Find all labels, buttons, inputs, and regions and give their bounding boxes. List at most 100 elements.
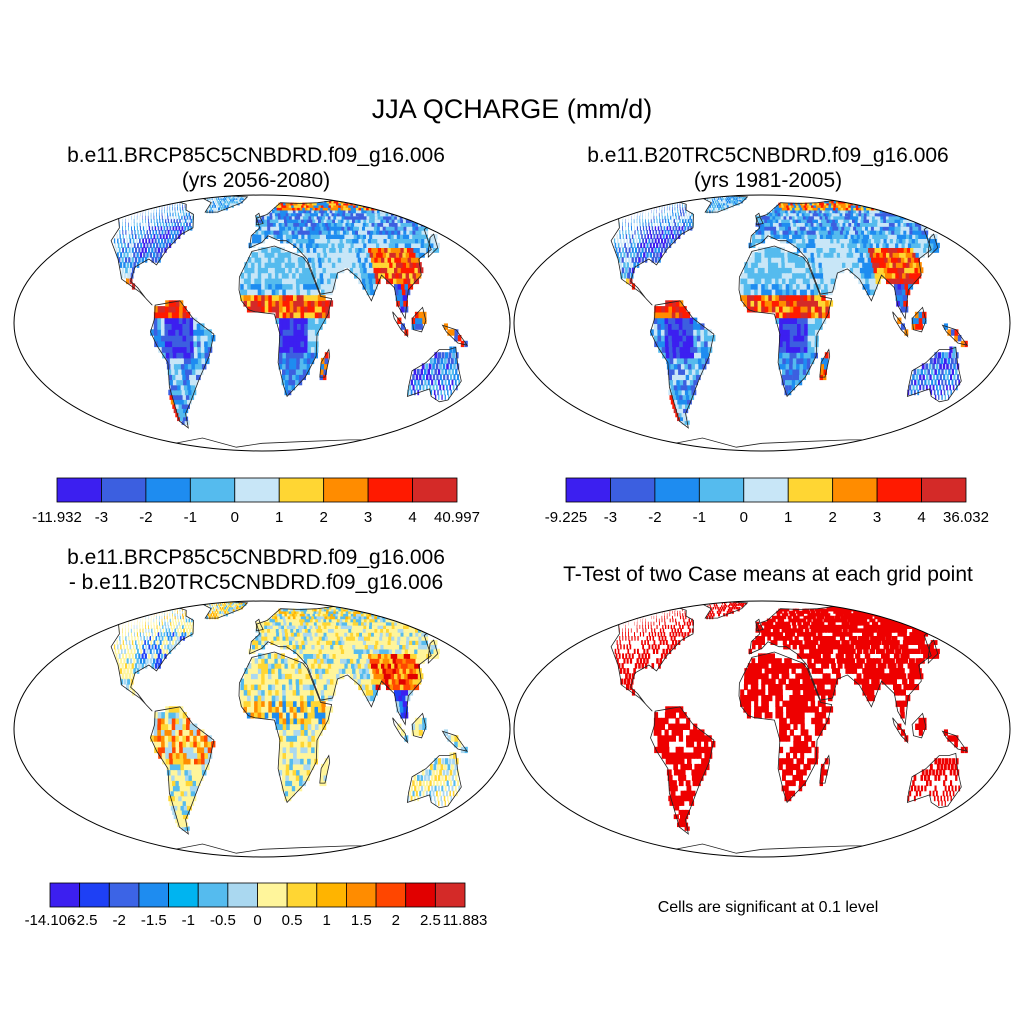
colorbar-1: -11.932 -3 -2 -1 0 1 2 3 4 40.997 [32, 477, 480, 526]
colorbar-tick-label: -2 [139, 509, 152, 526]
coast-eurasia [748, 197, 944, 320]
colorbar-tick-label: -14.106 [25, 912, 76, 929]
coast-new-zealand [456, 393, 482, 416]
coast-new-guinea [941, 324, 969, 346]
colorbar-swatch [346, 882, 377, 908]
coast-borneo [411, 306, 427, 333]
coast-south-america [150, 300, 215, 429]
colorbar-swatch [316, 882, 347, 908]
panel-title-case2-line1: b.e11.B20TRC5CNBDRD.f09_g16.006 [587, 144, 949, 167]
colorbar-swatch [234, 477, 280, 503]
coast-eurasia [248, 603, 444, 726]
coast-madagascar [319, 348, 331, 378]
coast-sumatra [392, 311, 409, 338]
coast-borneo [411, 712, 427, 739]
panel-title-case1: b.e11.BRCP85C5CNBDRD.f09_g16.006 (yrs 20… [0, 143, 512, 193]
coast-africa [738, 651, 833, 804]
significance-note: Cells are significant at 0.1 level [657, 899, 879, 916]
colorbar-swatch [367, 477, 413, 503]
colorbar-tick-label: 2.5 [420, 912, 441, 929]
colorbar-tick-label: 3 [873, 509, 881, 526]
colorbar-tick-label: -1 [182, 912, 195, 929]
panel-title-case1-line1: b.e11.BRCP85C5CNBDRD.f09_g16.006 [67, 144, 445, 167]
colorbar-tick-label: -1 [184, 509, 197, 526]
coast-japan [427, 233, 439, 259]
colorbar-tick-label: 40.997 [434, 509, 480, 526]
coast-sumatra [892, 717, 909, 744]
colorbar-swatch [189, 477, 236, 503]
colorbar-swatch [832, 477, 878, 503]
colorbar-3: -14.106-2.5 -2 -1.5 -1 -0.5 0 0.5 1 1.5 2 2.5 11.88… [25, 882, 488, 929]
colorbar-tick-label: 0 [740, 509, 748, 526]
colorbar-tick-label: 0 [253, 912, 261, 929]
colorbar-swatch [434, 882, 466, 908]
map-border-1 [13, 194, 511, 452]
colorbar-tick-label: 2 [829, 509, 837, 526]
coast-australia [906, 346, 962, 403]
colorbar-tick-label: 4 [917, 509, 925, 526]
coast-antarctica [99, 437, 420, 451]
coast-uk [255, 212, 264, 226]
colorbar-swatch [197, 882, 229, 908]
colorbar-swatch [787, 477, 834, 503]
coast-north-america [593, 606, 694, 712]
panel-title-case1-line2: (yrs 2056-2080) [181, 169, 331, 192]
coast-africa [738, 245, 833, 398]
figure-title: JJA QCHARGE (mm/d) [371, 94, 653, 124]
coast-new-guinea [441, 324, 469, 346]
coast-uk [755, 618, 764, 632]
colorbar-tick-label: -3 [604, 509, 617, 526]
map-panel-3 [13, 600, 511, 858]
colorbar-swatch [286, 882, 318, 908]
colorbar-swatch [227, 882, 258, 908]
colorbar-swatch [698, 477, 745, 503]
colorbar-tick-label: -1 [693, 509, 706, 526]
coast-new-guinea [941, 730, 969, 752]
colorbar-swatch [654, 477, 700, 503]
map-panel-2 [513, 194, 1011, 452]
colorbar-swatch [101, 477, 147, 503]
coast-antarctica [599, 437, 920, 451]
map-border-2 [513, 194, 1011, 452]
coast-australia [406, 346, 462, 403]
coast-madagascar [819, 348, 831, 378]
coast-madagascar [819, 754, 831, 784]
colorbar-tick-label: -2 [648, 509, 661, 526]
colorbar-tick-label: 11.883 [443, 912, 488, 929]
colorbar-tick-label: 0 [231, 509, 239, 526]
coast-north-america [93, 606, 194, 712]
coast-new-zealand [956, 393, 982, 416]
colorbar-swatch [108, 882, 140, 908]
colorbar-swatch [49, 882, 81, 908]
coast-madagascar [319, 754, 331, 784]
colorbar-swatch [145, 477, 191, 503]
coast-south-america [650, 300, 715, 429]
colorbar-swatch [921, 477, 967, 503]
colorbar-tick-label: 36.032 [943, 509, 989, 526]
coast-new-zealand [456, 799, 482, 822]
colorbar-2: -9.225 -3 -2 -1 0 1 2 3 4 36.032 [545, 477, 989, 526]
panel-title-ttest: T-Test of two Case means at each grid po… [512, 562, 1024, 587]
colorbar-tick-label: 1.5 [351, 912, 372, 929]
coast-australia [406, 752, 462, 809]
coast-borneo [911, 712, 927, 739]
colorbar-swatch [565, 477, 611, 503]
coast-sumatra [392, 717, 409, 744]
colorbar-swatch [138, 882, 169, 908]
coast-eurasia [748, 603, 944, 726]
coast-japan [427, 639, 439, 665]
coast-africa [238, 651, 333, 804]
colorbar-tick-label: -3 [95, 509, 108, 526]
colorbar-swatch [257, 882, 288, 908]
map-panel-4 [513, 600, 1011, 858]
map-grid-cells-3 [113, 602, 482, 831]
coast-south-america [150, 706, 215, 835]
coast-antarctica [599, 843, 920, 857]
panel-title-case2: b.e11.B20TRC5CNBDRD.f09_g16.006 (yrs 198… [512, 143, 1024, 193]
panel-title-diff: b.e11.BRCP85C5CNBDRD.f09_g16.006 - b.e11… [0, 545, 512, 595]
coast-uk [255, 618, 264, 632]
coast-new-zealand [956, 799, 982, 822]
panel-title-ttest-line1: T-Test of two Case means at each grid po… [563, 563, 973, 586]
panel-title-diff-line1: b.e11.BRCP85C5CNBDRD.f09_g16.006 [67, 546, 445, 569]
colorbar-swatch [405, 882, 436, 908]
